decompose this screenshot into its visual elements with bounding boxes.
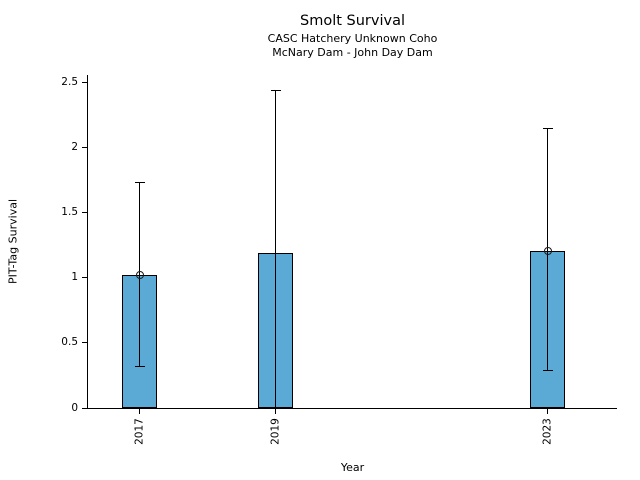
error-bar-cap-top <box>270 90 281 92</box>
error-bar-cap-bottom <box>134 365 145 367</box>
y-tick-label: 1 <box>71 271 78 284</box>
y-tick-mark <box>82 407 87 409</box>
y-tick-label: 0.5 <box>61 336 78 349</box>
y-tick-mark <box>82 147 87 149</box>
y-tick-mark <box>82 212 87 214</box>
y-tick-mark <box>82 82 87 84</box>
y-axis-label: PIT-Tag Survival <box>6 199 20 285</box>
point-marker-2017 <box>135 271 144 280</box>
x-tick-mark <box>275 409 277 414</box>
point-marker-2023 <box>543 246 552 255</box>
error-bar-cap-bottom <box>542 369 553 371</box>
y-tick-label: 0 <box>71 401 78 414</box>
x-axis-label: Year <box>340 461 365 474</box>
x-axis-spine <box>87 408 617 409</box>
y-tick-mark <box>82 277 87 279</box>
x-tick-mark <box>139 409 141 414</box>
y-tick-mark <box>82 342 87 344</box>
y-axis-spine <box>87 75 88 409</box>
y-tick-label: 2.5 <box>61 76 78 89</box>
error-bar-cap-top <box>134 182 145 184</box>
chart-subtitle-line1: CASC Hatchery Unknown Coho <box>267 32 438 45</box>
chart-subtitle-line2: McNary Dam - John Day Dam <box>272 46 433 59</box>
error-bar-cap-top <box>542 127 553 129</box>
chart-title: Smolt Survival <box>300 13 405 29</box>
error-bar-line <box>275 90 277 408</box>
x-tick-mark <box>547 409 549 414</box>
y-tick-label: 2 <box>71 141 78 154</box>
y-tick-label: 1.5 <box>61 206 78 219</box>
